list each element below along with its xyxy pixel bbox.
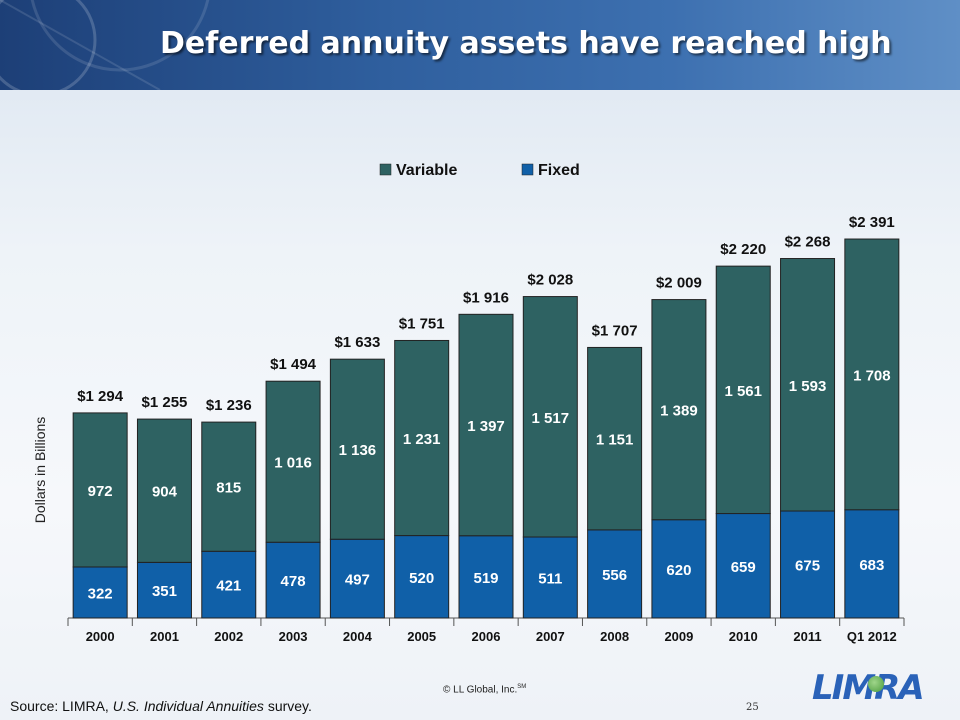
bar-fixed — [587, 529, 643, 619]
total-label: $2 220 — [720, 241, 766, 258]
limra-logo: LIMRA — [812, 668, 925, 708]
banner-decoration — [0, 0, 210, 90]
bar-fixed — [458, 535, 514, 619]
data-label-variable: 1 389 — [660, 403, 698, 420]
data-label-fixed: 520 — [409, 570, 434, 587]
data-label-fixed: 497 — [345, 572, 370, 589]
data-label-fixed: 421 — [216, 578, 241, 595]
data-label-fixed: 478 — [281, 573, 306, 590]
bar-fixed — [136, 561, 192, 619]
data-label-variable: 1 151 — [596, 432, 634, 449]
x-tick-label: 2002 — [214, 629, 243, 644]
logo-text: LIMRA — [812, 668, 925, 708]
total-label: $1 255 — [142, 394, 188, 411]
total-label: $1 707 — [592, 322, 638, 339]
bar-variable — [651, 299, 707, 521]
x-tick-label: 2009 — [664, 629, 693, 644]
bar-variable — [844, 238, 900, 511]
bar-fixed — [394, 535, 450, 619]
data-label-variable: 1 561 — [724, 383, 762, 400]
bar-variable — [329, 358, 385, 540]
total-label: $1 916 — [463, 289, 509, 306]
total-label: $1 236 — [206, 397, 252, 414]
bar-variable — [587, 346, 643, 531]
data-label-fixed: 351 — [152, 583, 177, 600]
total-label: $2 268 — [785, 234, 831, 251]
data-label-fixed: 659 — [731, 559, 756, 576]
page-number: 25 — [746, 702, 759, 713]
total-label: $1 633 — [334, 334, 380, 351]
bar-variable — [458, 313, 514, 537]
data-label-fixed: 683 — [859, 557, 884, 574]
data-label-variable: 1 708 — [853, 367, 891, 384]
source-suffix: survey. — [263, 698, 312, 714]
legend-swatch — [521, 163, 534, 176]
copyright-text: © LL Global, Inc. — [443, 684, 518, 696]
bar-variable — [201, 421, 257, 552]
data-label-variable: 972 — [88, 483, 113, 500]
legend-entry: Fixed — [538, 162, 580, 179]
data-label-variable: 1 016 — [274, 455, 312, 472]
total-label: $2 009 — [656, 275, 702, 292]
data-label-fixed: 322 — [88, 585, 113, 602]
total-label: $1 494 — [270, 356, 317, 373]
data-label-variable: 1 593 — [789, 378, 827, 395]
bar-variable — [265, 380, 321, 543]
x-tick-label: 2004 — [343, 629, 373, 644]
bar-fixed — [780, 510, 836, 619]
bar-fixed — [844, 509, 900, 619]
data-label-variable: 1 397 — [467, 418, 505, 435]
title-banner: Deferred annuity assets have reached hig… — [0, 0, 960, 90]
bar-fixed — [715, 513, 771, 619]
bar-fixed — [329, 538, 385, 619]
bar-variable — [394, 339, 450, 537]
data-label-variable: 1 231 — [403, 431, 441, 448]
y-axis-label: Dollars in Billions — [32, 416, 48, 524]
total-label: $1 751 — [399, 315, 445, 332]
source-publication: U.S. Individual Annuities — [112, 698, 264, 714]
data-label-variable: 815 — [216, 480, 241, 497]
data-label-fixed: 511 — [538, 571, 562, 588]
x-tick-label: 2001 — [150, 629, 179, 644]
bar-fixed — [265, 541, 321, 619]
page-title: Deferred annuity assets have reached hig… — [160, 26, 892, 61]
copyright: © LL Global, Inc.SM — [443, 684, 526, 695]
bar-variable — [780, 258, 836, 512]
logo-globe-icon — [868, 676, 884, 692]
x-tick-label: 2000 — [86, 629, 115, 644]
data-label-variable: 1 136 — [339, 442, 377, 459]
total-label: $2 028 — [527, 272, 573, 289]
legend-swatch — [379, 163, 392, 176]
bar-fixed — [201, 550, 257, 619]
x-tick-label: 2010 — [729, 629, 758, 644]
x-tick-label: 2007 — [536, 629, 565, 644]
x-tick-label: 2008 — [600, 629, 629, 644]
bar-variable — [715, 265, 771, 515]
bar-fixed — [522, 536, 578, 619]
legend-entry: Variable — [396, 162, 457, 179]
bar-variable — [136, 418, 192, 563]
data-label-fixed: 620 — [666, 562, 691, 579]
data-label-fixed: 519 — [473, 570, 498, 587]
x-tick-label: 2003 — [279, 629, 308, 644]
x-tick-label: Q1 2012 — [847, 629, 897, 644]
data-label-fixed: 675 — [795, 558, 820, 575]
x-tick-label: 2006 — [472, 629, 501, 644]
source-note: Source: LIMRA, U.S. Individual Annuities… — [10, 698, 312, 714]
x-tick-label: 2011 — [793, 629, 821, 644]
source-prefix: Source: LIMRA, — [10, 698, 113, 714]
data-label-variable: 1 517 — [532, 410, 570, 427]
service-mark: SM — [517, 684, 527, 690]
x-tick-label: 2005 — [407, 629, 436, 644]
data-label-variable: 904 — [152, 484, 178, 501]
bar-variable — [522, 296, 578, 538]
bar-fixed — [72, 566, 128, 619]
bar-variable — [72, 412, 128, 568]
total-label: $2 391 — [849, 214, 895, 231]
total-label: $1 294 — [77, 388, 124, 405]
data-label-fixed: 556 — [602, 567, 627, 584]
